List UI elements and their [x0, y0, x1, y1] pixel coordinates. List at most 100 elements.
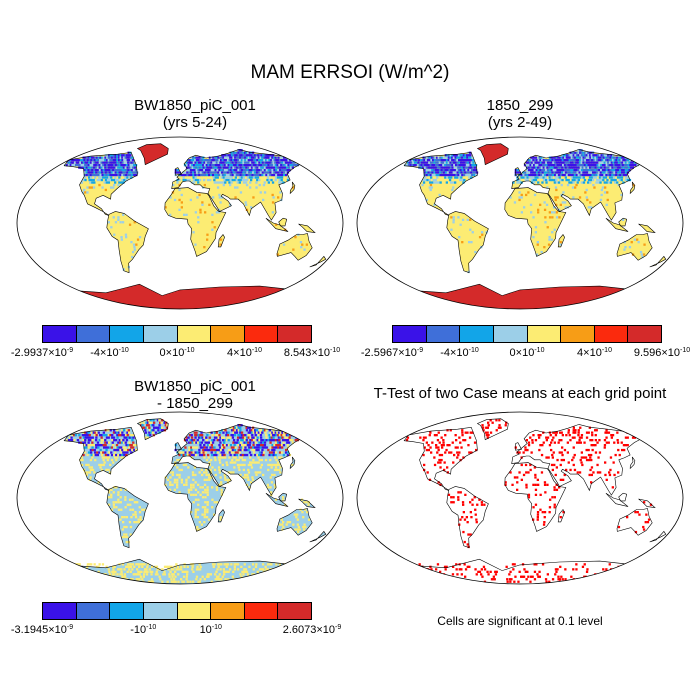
colorbar-swatch: [561, 326, 595, 342]
land-borneo: [618, 493, 627, 501]
land-australia: [277, 233, 313, 261]
tick-times: ×: [99, 347, 107, 359]
grid-cells: [64, 149, 308, 271]
tick-exponent: -9: [66, 347, 74, 354]
map-land-layer: [63, 418, 327, 584]
grid-cells: [65, 419, 311, 583]
tick-exponent: -10: [330, 347, 341, 354]
map-land-layer: [63, 143, 327, 309]
tick-times: ×: [311, 347, 318, 359]
figure-title: MAM ERRSOI (W/m^2): [250, 62, 450, 83]
tick-base: 10: [54, 347, 67, 359]
tick-exponent: -9: [335, 624, 342, 631]
tick-mantissa: -2.5967: [360, 347, 399, 359]
land-newzealand: [649, 256, 666, 267]
colorbar-swatch: [76, 603, 111, 619]
colorbar-swatch: [594, 326, 629, 342]
land-antarctica: [65, 284, 295, 309]
tick-exponent: -10: [601, 347, 612, 354]
tick-times: ×: [449, 347, 457, 359]
panel-c-map: [16, 411, 344, 585]
map-land-layer: [403, 143, 667, 309]
colorbar-tick-label: -2.5967×10-9: [361, 347, 423, 359]
map-land-layer: [403, 418, 667, 584]
map-boundary: [356, 411, 684, 585]
panel-b-map: [356, 136, 684, 310]
panel-b-title: 1850_299 (yrs 2-49): [370, 97, 670, 131]
colorbar-swatch: [493, 326, 528, 342]
tick-exponent: -9: [416, 347, 424, 354]
colorbar-tick-label: -10-10: [130, 624, 156, 636]
tick-exponent: -10: [251, 347, 262, 354]
colorbar-swatch: [278, 326, 311, 342]
tick-mantissa: -: [130, 624, 134, 636]
tick-base: 10: [404, 347, 417, 359]
land-newzealand: [309, 256, 326, 267]
colorbar-swatch: [43, 603, 77, 619]
significance-note: Cells are significant at 0.1 level: [437, 614, 603, 628]
tick-base: 10: [322, 624, 336, 636]
land-uk: [515, 442, 522, 451]
land-samerica: [106, 211, 149, 273]
tick-exponent: -10: [468, 347, 479, 354]
land-newzealand: [649, 531, 666, 542]
colorbar-swatch: [393, 326, 427, 342]
tick-times: ×: [233, 347, 240, 359]
coastlines: [63, 418, 327, 584]
colorbar-tick-label: -4×10-10: [440, 347, 479, 359]
map-boundary: [356, 136, 684, 310]
tick-exponent: -10: [534, 347, 545, 354]
tick-base: 10: [133, 624, 147, 636]
coastlines: [403, 418, 667, 584]
panel-a-title-line1: BW1850_piC_001: [134, 97, 256, 114]
tick-mantissa: 9.596: [633, 347, 662, 359]
tick-mantissa: 0: [159, 347, 166, 359]
tick-exponent: -10: [118, 347, 129, 354]
tick-times: ×: [661, 347, 668, 359]
colorbar-swatch: [460, 326, 494, 342]
tick-base: 10: [239, 347, 252, 359]
colorbar-swatch: [211, 603, 245, 619]
colorbar-swatch: [110, 326, 144, 342]
tick-mantissa: 0: [509, 347, 516, 359]
panel-b-colorbar: [392, 325, 662, 343]
tick-exponent: -10: [680, 347, 691, 354]
tick-exponent: -10: [146, 624, 157, 631]
tick-times: ×: [515, 347, 523, 359]
colorbar-tick-label: 0×10-10: [160, 347, 195, 359]
colorbar-tick-label: 4×10-10: [227, 347, 262, 359]
colorbar-tick-label: -4×10-10: [90, 347, 129, 359]
tick-base: 10: [522, 347, 535, 359]
tick-mantissa: -4: [90, 347, 100, 359]
panel-b-title-line1: 1850_299: [486, 97, 554, 114]
land-newguinea: [298, 224, 315, 233]
land-greenland: [477, 418, 509, 440]
colorbar-swatch: [43, 326, 77, 342]
panel-c-title-line1: BW1850_piC_001: [134, 378, 256, 395]
colorbar-swatch: [143, 326, 178, 342]
colorbar-tick-label: 0×10-10: [510, 347, 545, 359]
panel-a-colorbar: [42, 325, 312, 343]
tick-times: ×: [165, 347, 173, 359]
land-africa: [164, 462, 226, 532]
panel-a-map: [16, 136, 344, 310]
land-newguinea: [638, 224, 655, 233]
tick-mantissa: 4: [227, 347, 234, 359]
colorbar-swatch: [143, 603, 178, 619]
tick-mantissa: -3.1945: [10, 624, 49, 636]
panel-a-title: BW1850_piC_001 (yrs 5-24): [45, 97, 345, 131]
coastlines: [63, 143, 327, 309]
colorbar-swatch: [177, 603, 212, 619]
tick-base: 10: [199, 624, 212, 636]
colorbar-swatch: [244, 326, 279, 342]
tick-mantissa: 8.543: [283, 347, 312, 359]
panel-a-title-line2: (yrs 5-24): [162, 114, 228, 131]
tick-base: 10: [589, 347, 602, 359]
tick-base: 10: [172, 347, 185, 359]
colorbar-swatch: [278, 603, 311, 619]
tick-times: ×: [48, 347, 55, 359]
panel-c-title-line2: - 1850_299: [157, 395, 233, 412]
map-boundary: [16, 411, 344, 585]
tick-times: ×: [583, 347, 590, 359]
colorbar-swatch: [426, 326, 461, 342]
